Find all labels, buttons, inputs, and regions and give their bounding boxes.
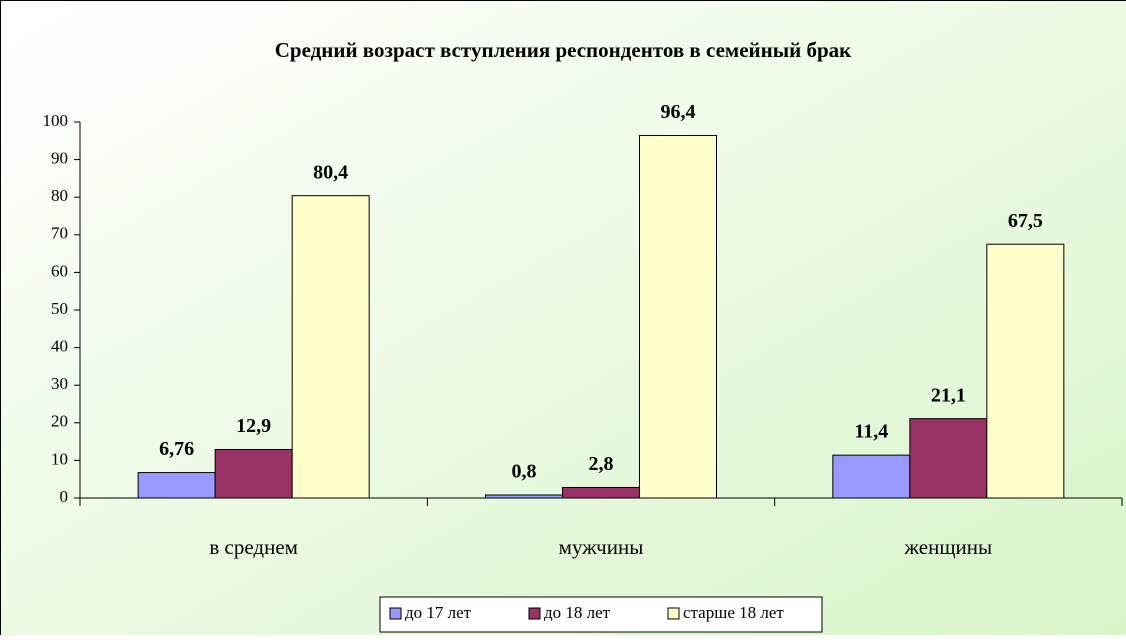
x-tick-label: в среднем	[209, 535, 298, 559]
bar	[910, 419, 987, 498]
value-label: 2,8	[589, 453, 614, 475]
value-label: 21,1	[931, 384, 966, 406]
bar	[292, 196, 369, 498]
legend-label: до 18 лет	[544, 603, 611, 622]
legend-label: до 17 лет	[405, 603, 472, 622]
bar	[640, 136, 717, 498]
legend-label: старше 18 лет	[683, 603, 784, 622]
value-label: 11,4	[854, 421, 888, 443]
bar	[563, 487, 640, 498]
y-tick-label: 60	[51, 261, 68, 280]
value-label: 80,4	[313, 161, 348, 183]
chart-title: Средний возраст вступления респондентов …	[275, 38, 852, 62]
y-tick-label: 90	[51, 149, 68, 168]
y-tick-label: 10	[51, 449, 68, 468]
value-label: 96,4	[661, 101, 696, 123]
x-tick-label: мужчины	[559, 535, 644, 559]
legend-swatch	[390, 608, 401, 619]
legend-swatch	[668, 608, 679, 619]
bar	[486, 495, 563, 498]
y-tick-label: 100	[43, 111, 69, 130]
value-label: 12,9	[236, 415, 271, 437]
y-tick-label: 80	[51, 186, 68, 205]
y-tick-label: 50	[51, 299, 68, 318]
bar	[987, 244, 1064, 498]
x-tick-label: женщины	[904, 535, 993, 559]
y-tick-label: 30	[51, 374, 68, 393]
y-tick-label: 40	[51, 337, 68, 356]
legend-swatch	[529, 608, 540, 619]
y-tick-label: 70	[51, 224, 68, 243]
value-label: 6,76	[159, 438, 194, 460]
value-label: 0,8	[512, 461, 537, 483]
bar	[215, 449, 292, 498]
bar	[833, 455, 910, 498]
bar	[138, 473, 215, 498]
y-tick-label: 20	[51, 412, 68, 431]
y-tick-label: 0	[60, 487, 69, 506]
value-label: 67,5	[1008, 210, 1043, 232]
